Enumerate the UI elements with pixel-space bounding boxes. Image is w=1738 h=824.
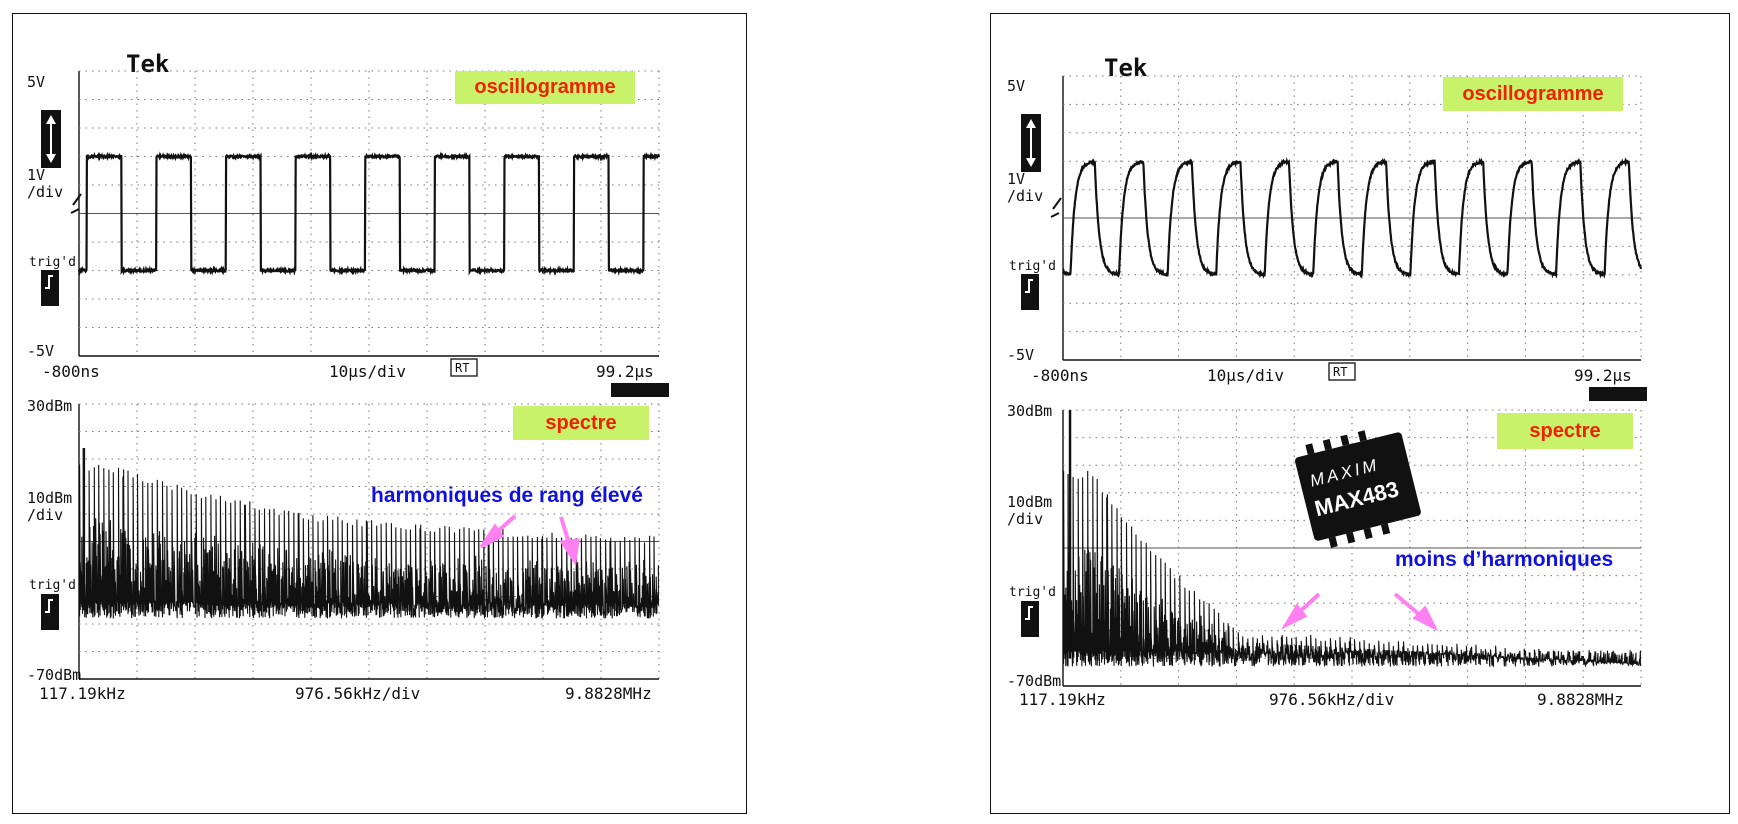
osc-y-scale-unit: /div xyxy=(1007,187,1043,205)
annotation-arrows xyxy=(479,514,580,567)
scope-panel-right: Tek 5V 1V /div trig'd -5V -800ns 10µs/di… xyxy=(990,13,1730,814)
osc-x-mode: RT xyxy=(455,361,469,375)
trigger-slope-icon xyxy=(1021,274,1039,310)
osc-x-end: 99.2µs xyxy=(596,362,654,381)
spec-x-start: 117.19kHz xyxy=(1019,690,1106,709)
osc-x-start: -800ns xyxy=(1031,366,1089,385)
spec-y-scale: 10dBm xyxy=(1007,493,1052,511)
spec-trig: trig'd xyxy=(29,578,76,593)
osc-trace xyxy=(77,151,661,276)
osc-waveform xyxy=(1062,156,1643,280)
osc-x-scale: 10µs/div xyxy=(1207,366,1284,385)
spec-y-bottom: -70dBm xyxy=(27,666,81,684)
osc-y-bottom: -5V xyxy=(27,342,54,360)
osc-y-top: 5V xyxy=(1007,77,1025,95)
spec-y-scale: 10dBm xyxy=(27,489,72,507)
osc-y-scale-unit: /div xyxy=(27,183,63,201)
osc-x-end: 99.2µs xyxy=(1574,366,1632,385)
spec-trigger-slope-icon xyxy=(1021,601,1039,637)
osc-y-bottom: -5V xyxy=(1007,346,1034,364)
spec-y-bottom: -70dBm xyxy=(1007,672,1061,690)
osc-x-start: -800ns xyxy=(42,362,100,381)
harmonics-annotation: harmoniques de rang élevé xyxy=(371,484,643,507)
spectrum-trace xyxy=(1063,470,1641,667)
spec-x-end: 9.8828MHz xyxy=(1537,690,1624,709)
trigger-slope-icon xyxy=(41,270,59,306)
annotation-arrows xyxy=(1281,592,1439,632)
spec-x-scale: 976.56kHz/div xyxy=(1269,690,1394,709)
osc-y-scale: 1V xyxy=(27,166,45,184)
oscillogramme-label: oscillogramme xyxy=(1443,77,1623,111)
spec-x-scale: 976.56kHz/div xyxy=(295,684,420,703)
trigger-level-icon xyxy=(1050,197,1062,218)
scope-panel-left: Tek 5V 1V /div trig'd -5V -800ns 10µs/di… xyxy=(12,13,747,814)
osc-x-mode: RT xyxy=(1333,365,1347,379)
spec-x-start: 117.19kHz xyxy=(39,684,126,703)
spec-grid xyxy=(78,403,660,680)
spec-x-end: 9.8828MHz xyxy=(565,684,652,703)
spec-grid xyxy=(1062,409,1642,687)
spectre-label: spectre xyxy=(1497,413,1633,449)
scope-left-svg: Tek 5V 1V /div trig'd -5V -800ns 10µs/di… xyxy=(27,50,669,703)
spec-trace xyxy=(1063,410,1641,667)
spec-y-top: 30dBm xyxy=(27,397,72,415)
tek-logo: Tek xyxy=(126,50,170,78)
spec-trace xyxy=(79,448,659,619)
tek-logo: Tek xyxy=(1104,54,1148,82)
spec-y-scale-unit: /div xyxy=(1007,510,1043,528)
osc-trace xyxy=(1062,156,1643,280)
osc-trig: trig'd xyxy=(29,255,76,270)
spec-trigger-slope-icon xyxy=(41,594,59,630)
spectre-label: spectre xyxy=(513,406,649,440)
osc-trig: trig'd xyxy=(1009,259,1056,274)
spectrum-trace xyxy=(79,464,659,619)
osc-y-top: 5V xyxy=(27,73,45,91)
spec-y-scale-unit: /div xyxy=(27,506,63,524)
osc-waveform xyxy=(77,151,661,276)
max483-chip-image: MAXIM MAX483 xyxy=(1295,430,1421,548)
spec-y-top: 30dBm xyxy=(1007,402,1052,420)
osc-grid xyxy=(1062,75,1642,361)
harmonics-annotation: moins d’harmoniques xyxy=(1395,548,1614,571)
vertical-arrow-icon xyxy=(41,110,61,168)
osc-y-scale: 1V xyxy=(1007,170,1025,188)
osc-grid xyxy=(78,70,660,357)
oscillogramme-label: oscillogramme xyxy=(455,71,635,104)
spec-trig: trig'd xyxy=(1009,585,1056,600)
vertical-arrow-icon xyxy=(1021,114,1041,172)
osc-x-scale: 10µs/div xyxy=(329,362,406,381)
